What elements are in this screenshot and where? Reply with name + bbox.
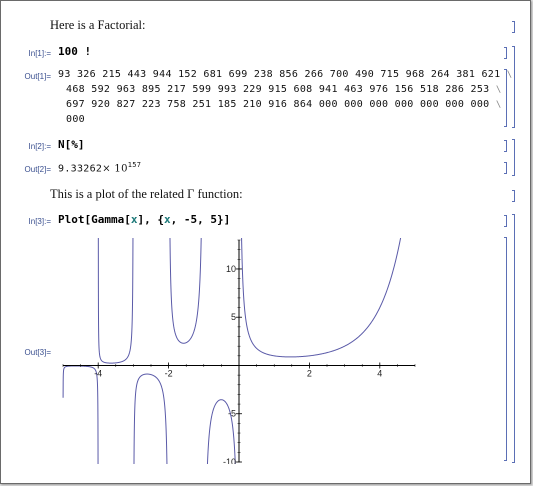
y-tick-label: 5: [231, 312, 236, 322]
input-cell-2[interactable]: N[%]: [58, 138, 85, 151]
input-cell-1[interactable]: 100 !: [58, 45, 92, 58]
y-tick-label: 10: [226, 264, 236, 274]
output-label-2: Out[2]=: [24, 165, 51, 174]
group-bracket-1[interactable]: [512, 46, 515, 128]
output-label-1: Out[1]=: [24, 72, 51, 81]
output-cell-2: 9.33262× 10157: [58, 161, 142, 175]
x-tick-label: 4: [377, 368, 382, 378]
gamma-curve-segment-1: [97, 238, 134, 364]
gamma-plot[interactable]: -4 -2 2 4 -10 -5 5 10: [59, 238, 419, 464]
output-line-1: 93 326 215 443 944 152 681 699 238 856 2…: [58, 69, 513, 80]
input-bracket-3[interactable]: [504, 215, 507, 227]
output-line-2: 468 592 963 895 217 599 993 229 915 608 …: [66, 84, 502, 95]
input-cell-3[interactable]: Plot[Gamma[x], {x, -5, 5}]: [58, 213, 231, 226]
input-bracket-1[interactable]: [504, 47, 507, 59]
gamma-curve-segment-4: [206, 399, 236, 464]
output-bracket-2[interactable]: [504, 162, 507, 174]
input-label-1: In[1]:=: [28, 49, 51, 58]
y-tick-label: -10: [223, 457, 236, 464]
x-tick-label: -4: [94, 368, 102, 378]
gamma-curve-segment-5: [241, 238, 402, 358]
output-bracket-3[interactable]: [504, 237, 507, 461]
output-bracket-1[interactable]: [504, 69, 507, 127]
gamma-curve-segment-2: [133, 373, 168, 464]
gamma-curve-segment-3: [169, 238, 202, 344]
input-bracket-2[interactable]: [504, 140, 507, 152]
output-label-3: Out[3]=: [24, 348, 51, 357]
x-tick-label: 2: [307, 368, 312, 378]
input-label-3: In[3]:=: [28, 217, 51, 226]
group-bracket-3[interactable]: [512, 214, 515, 463]
cell-bracket[interactable]: [512, 190, 515, 202]
text-cell-gamma[interactable]: This is a plot of the related Γ function…: [50, 187, 243, 201]
text-cell-factorial[interactable]: Here is a Factorial:: [50, 18, 146, 32]
x-tick-label: -2: [165, 368, 173, 378]
input-label-2: In[2]:=: [28, 142, 51, 151]
output-line-4: 000: [66, 114, 85, 125]
cell-bracket[interactable]: [512, 21, 515, 33]
y-tick-label: -5: [228, 409, 236, 419]
group-bracket-2[interactable]: [512, 139, 515, 176]
output-line-3: 697 920 827 223 758 251 185 210 916 864 …: [66, 99, 502, 110]
gamma-curve-segment-0: [62, 365, 99, 464]
